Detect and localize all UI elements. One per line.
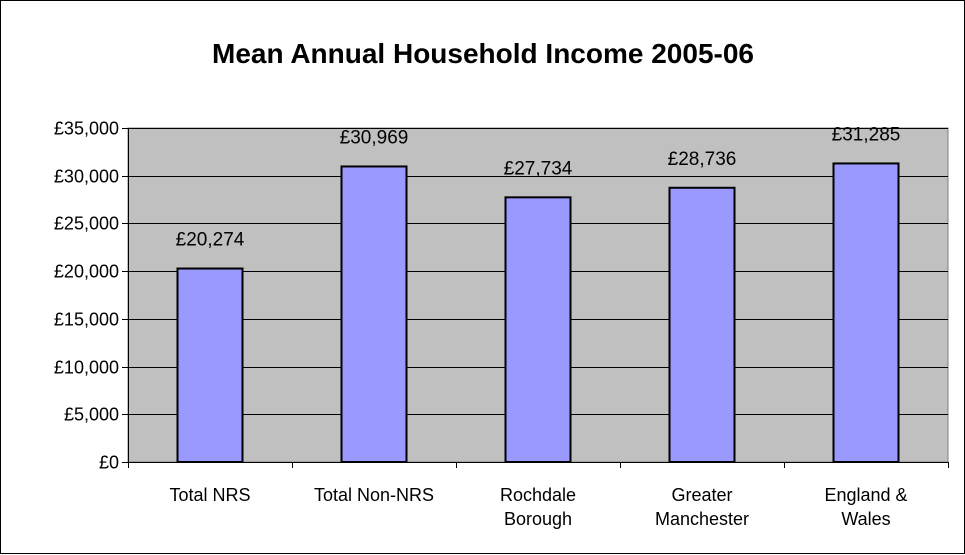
data-label: £20,274 — [176, 230, 245, 251]
category-label: Manchester — [655, 509, 749, 529]
category-label: Wales — [841, 509, 890, 529]
bar — [176, 267, 244, 463]
y-tick-label: £0 — [99, 453, 119, 473]
data-label: £31,285 — [832, 124, 901, 145]
category-label: Borough — [504, 509, 572, 529]
category-label: Rochdale — [500, 485, 576, 505]
y-tick-label: £15,000 — [54, 310, 119, 330]
y-tick-label: £30,000 — [54, 167, 119, 187]
data-label: £28,736 — [668, 149, 737, 170]
category-label: Total Non-NRS — [314, 485, 434, 505]
bar — [340, 165, 408, 463]
category-label: Greater — [671, 485, 732, 505]
y-tick-label: £10,000 — [54, 358, 119, 378]
y-tick-label: £20,000 — [54, 262, 119, 282]
data-label: £27,734 — [504, 158, 573, 179]
category-label: Total NRS — [169, 485, 250, 505]
bar — [832, 162, 900, 463]
y-tick-label: £5,000 — [64, 405, 119, 425]
category-label: England & — [824, 485, 907, 505]
chart-title: Mean Annual Household Income 2005-06 — [212, 38, 754, 69]
data-label: £30,969 — [340, 127, 409, 148]
bar — [504, 196, 572, 463]
y-tick-label: £35,000 — [54, 119, 119, 139]
y-tick-label: £25,000 — [54, 214, 119, 234]
bar — [668, 186, 736, 463]
